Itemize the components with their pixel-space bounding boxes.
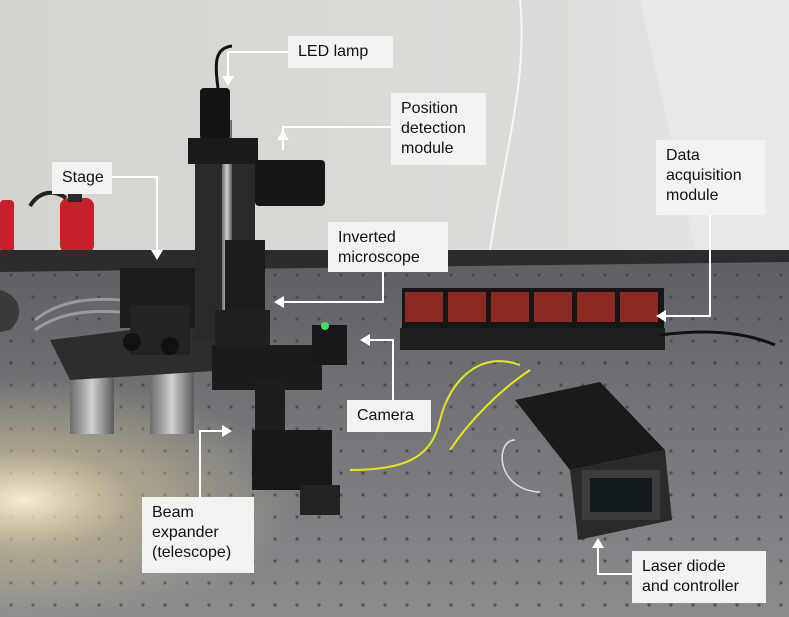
label-led-lamp: LED lamp: [288, 36, 393, 68]
laser-diode-controller: [501, 382, 672, 540]
data-acquisition-hardware: [400, 288, 776, 350]
stage-assembly: [34, 268, 230, 434]
label-data-acquisition-module: Data acquisition module: [656, 140, 765, 215]
label-camera: Camera: [347, 400, 431, 432]
label-beam-expander: Beam expander (telescope): [142, 497, 254, 573]
fire-extinguishers: [0, 188, 94, 253]
label-position-detection-module: Position detection module: [391, 93, 486, 165]
label-laser-diode-and-controller: Laser diode and controller: [632, 551, 766, 603]
optical-fibres: [349, 360, 531, 471]
label-inverted-microscope: Inverted microscope: [328, 222, 448, 272]
label-stage: Stage: [52, 162, 112, 194]
microscope-tower: [188, 44, 347, 515]
